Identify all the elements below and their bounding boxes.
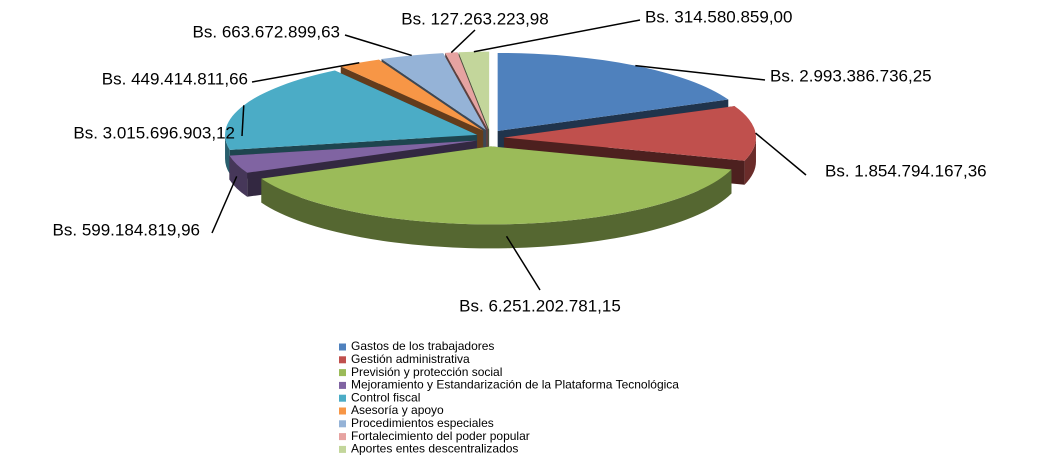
legend-label: Procedimientos especiales [351, 416, 494, 430]
data-label: Bs. 2.993.386.736,25 [770, 66, 932, 85]
slice [497, 52, 729, 131]
leader-line [344, 34, 412, 57]
data-label: Bs. 6.251.202.781,15 [459, 296, 621, 315]
legend-swatch [339, 356, 346, 364]
legend-swatch [339, 369, 346, 377]
slice [229, 140, 477, 173]
legend-swatch [339, 394, 346, 402]
legend-label: Control fiscal [351, 390, 420, 404]
leader-line [635, 64, 766, 81]
data-label: Bs. 127.263.223,98 [401, 9, 548, 28]
leader-line [450, 29, 476, 54]
legend-label: Aportes entes descentralizados [351, 442, 518, 456]
legend-swatch [339, 420, 346, 428]
slice-wall [261, 169, 732, 249]
slice-wall [744, 137, 756, 185]
slice [445, 52, 488, 130]
slice-wall [229, 155, 248, 197]
leader-line [241, 105, 245, 137]
legend-swatch [339, 445, 346, 453]
legend-swatch [339, 381, 346, 389]
data-label: Bs. 663.672.899,63 [193, 22, 340, 41]
leader-line [211, 176, 238, 234]
data-label: Bs. 449.414.811,66 [102, 69, 248, 88]
slice [381, 53, 486, 130]
slice-side [229, 140, 477, 180]
leader-line [473, 19, 641, 53]
legend-label: Gastos de los trabajadores [351, 339, 494, 353]
slice [225, 70, 478, 150]
legend-label: Previsión y protección social [351, 365, 502, 379]
data-label: Bs. 314.580.859,00 [645, 7, 792, 26]
legend-swatch [339, 433, 346, 441]
data-label: Bs. 1.854.794.167,36 [825, 161, 987, 180]
slice [340, 59, 484, 131]
leader-line [755, 132, 807, 176]
legend-label: Gestión administrativa [351, 352, 470, 366]
pie [225, 51, 756, 249]
slice [458, 51, 490, 130]
data-label: Bs. 599.184.819,96 [53, 220, 200, 239]
slice [503, 106, 756, 161]
leader-line [251, 62, 360, 83]
legend-label: Asesoría y apoyo [351, 403, 444, 417]
slice-wall [225, 134, 230, 174]
leader-line [505, 235, 541, 291]
slice [261, 146, 732, 225]
legend-swatch [339, 407, 346, 415]
data-label: Bs. 3.015.696.903,12 [73, 123, 235, 142]
legend-label: Fortalecimiento del poder popular [351, 429, 530, 443]
legend-swatch [339, 343, 346, 351]
legend-label: Mejoramiento y Estandarización de la Pla… [351, 378, 679, 392]
